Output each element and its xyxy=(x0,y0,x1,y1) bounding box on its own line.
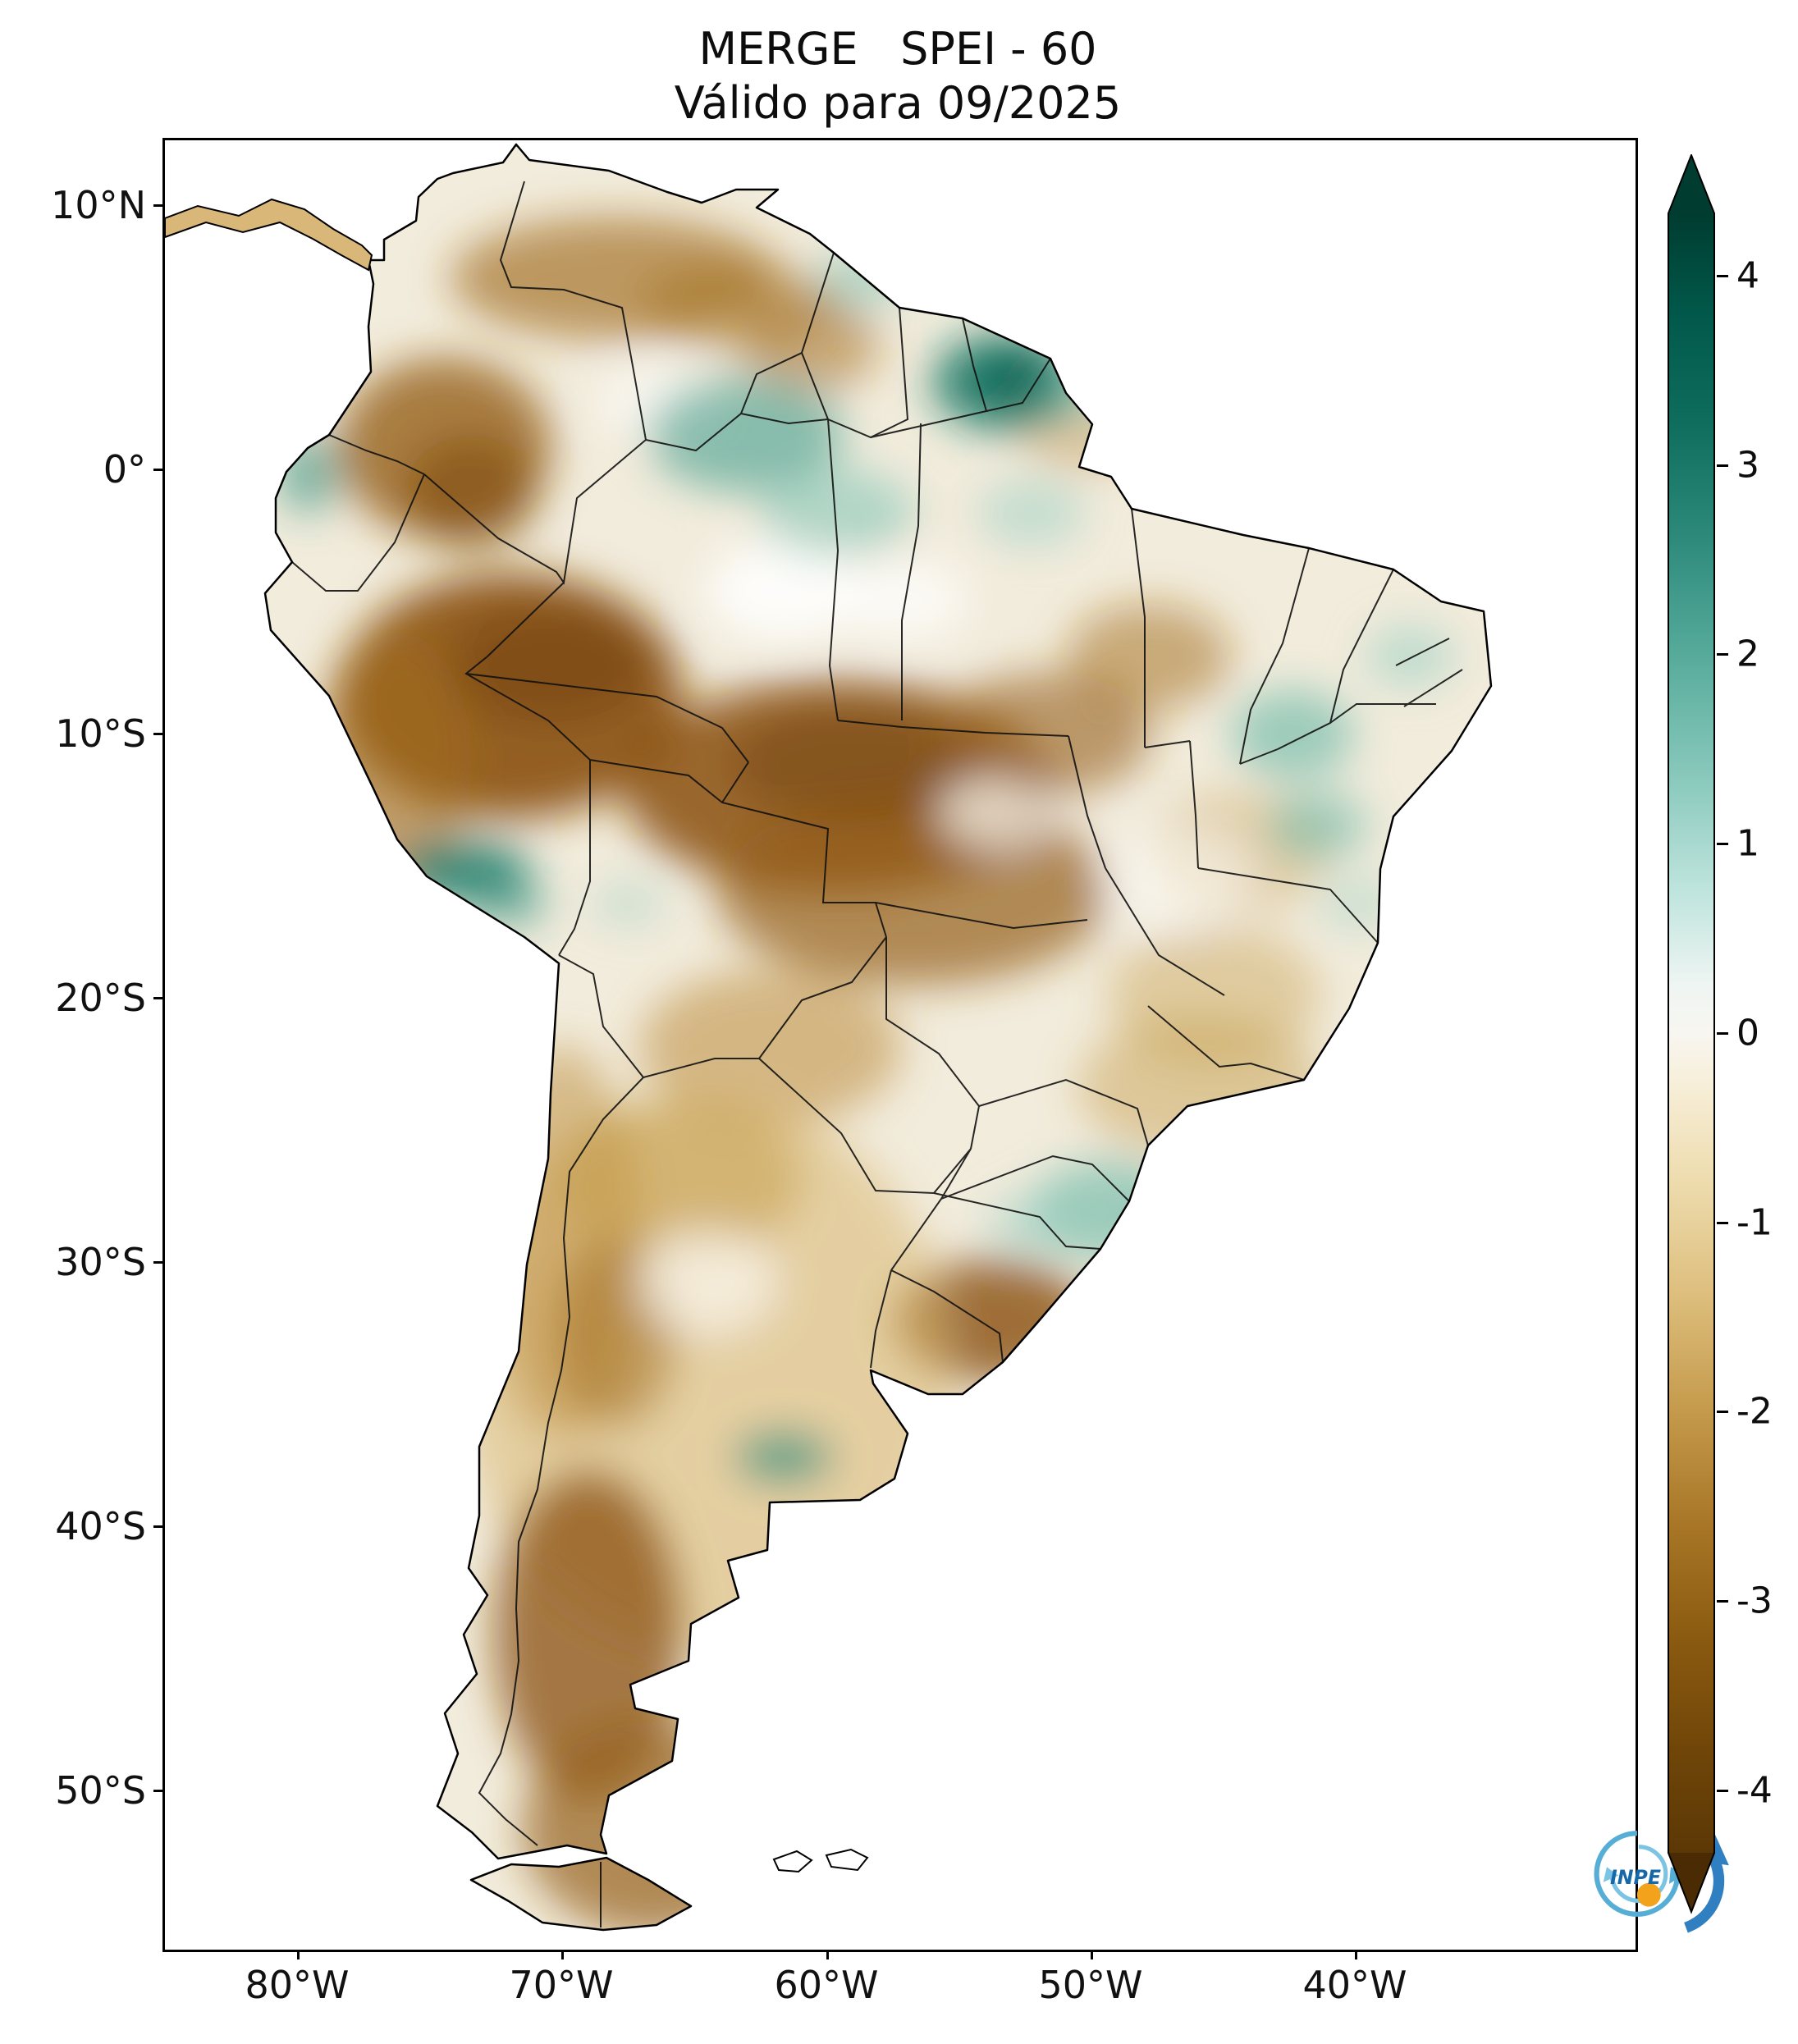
x-axis-tick xyxy=(1355,1948,1357,1959)
colorbar-gradient xyxy=(1668,154,1715,1914)
colorbar-tick-label: 2 xyxy=(1736,633,1759,675)
y-axis-tick xyxy=(153,997,165,999)
x-tick-label: 70°W xyxy=(509,1963,614,2007)
map-subtitle: Válido para 09/2025 xyxy=(674,77,1122,129)
falkland-islands xyxy=(772,1848,869,1873)
colorbar: 4 3 2 1 0 -1 -2 -3 -4 xyxy=(1668,154,1797,1914)
x-tick-label: 60°W xyxy=(774,1963,879,2007)
panama-isthmus xyxy=(165,198,373,272)
y-tick-label: 0° xyxy=(103,447,146,492)
inpe-logo: INPE xyxy=(1578,1808,1734,1939)
y-axis-tick xyxy=(153,204,165,207)
x-tick-label: 50°W xyxy=(1038,1963,1143,2007)
inpe-logo-text: INPE xyxy=(1610,1866,1661,1889)
colorbar-tick-label: -2 xyxy=(1736,1390,1773,1433)
inpe-logo-orange-dot xyxy=(1636,1882,1661,1907)
spei-color-field xyxy=(265,144,1491,1930)
colorbar-tick xyxy=(1717,1600,1728,1603)
colorbar-tick xyxy=(1717,464,1728,467)
colorbar-tick xyxy=(1717,653,1728,656)
y-tick-label: 40°S xyxy=(55,1504,146,1548)
y-axis-tick xyxy=(153,1525,165,1528)
y-tick-label: 10°S xyxy=(55,711,146,756)
colorbar-tick-label: -3 xyxy=(1736,1580,1773,1622)
colorbar-tick xyxy=(1717,1032,1728,1035)
x-axis-tick xyxy=(826,1948,829,1959)
colorbar-tick-label: -4 xyxy=(1736,1769,1773,1812)
coastline-continent xyxy=(263,143,1493,1860)
colorbar-tick-label: 1 xyxy=(1736,822,1759,865)
y-tick-label: 10°N xyxy=(51,183,146,227)
x-axis-tick xyxy=(1091,1948,1093,1959)
y-tick-label: 50°S xyxy=(55,1768,146,1813)
colorbar-tick-label: 4 xyxy=(1736,254,1759,297)
colorbar-tick-label: 3 xyxy=(1736,444,1759,487)
colorbar-tick xyxy=(1717,1222,1728,1224)
y-axis-tick xyxy=(153,1261,165,1264)
x-tick-label: 80°W xyxy=(245,1963,350,2007)
coastline-tierra-del-fuego xyxy=(469,1856,693,1932)
country-state-borders xyxy=(291,181,1463,1927)
map-plot-area: INPE xyxy=(162,138,1729,1952)
colorbar-tick-label: 0 xyxy=(1736,1012,1759,1054)
y-tick-label: 30°S xyxy=(55,1240,146,1284)
y-axis-tick xyxy=(153,733,165,735)
y-axis-tick xyxy=(153,469,165,471)
y-tick-label: 20°S xyxy=(55,976,146,1020)
colorbar-tick xyxy=(1717,275,1728,277)
colorbar-tick-label: -1 xyxy=(1736,1201,1773,1244)
x-tick-label: 40°W xyxy=(1302,1963,1407,2007)
colorbar-tick xyxy=(1717,1411,1728,1413)
x-axis-tick xyxy=(297,1948,300,1959)
south-america-spei-map xyxy=(165,143,1493,1932)
colorbar-tick xyxy=(1717,843,1728,845)
x-axis-tick xyxy=(561,1948,564,1959)
y-axis-tick xyxy=(153,1790,165,1792)
map-title: MERGE SPEI - 60 xyxy=(698,23,1097,75)
colorbar-tick xyxy=(1717,1790,1728,1792)
